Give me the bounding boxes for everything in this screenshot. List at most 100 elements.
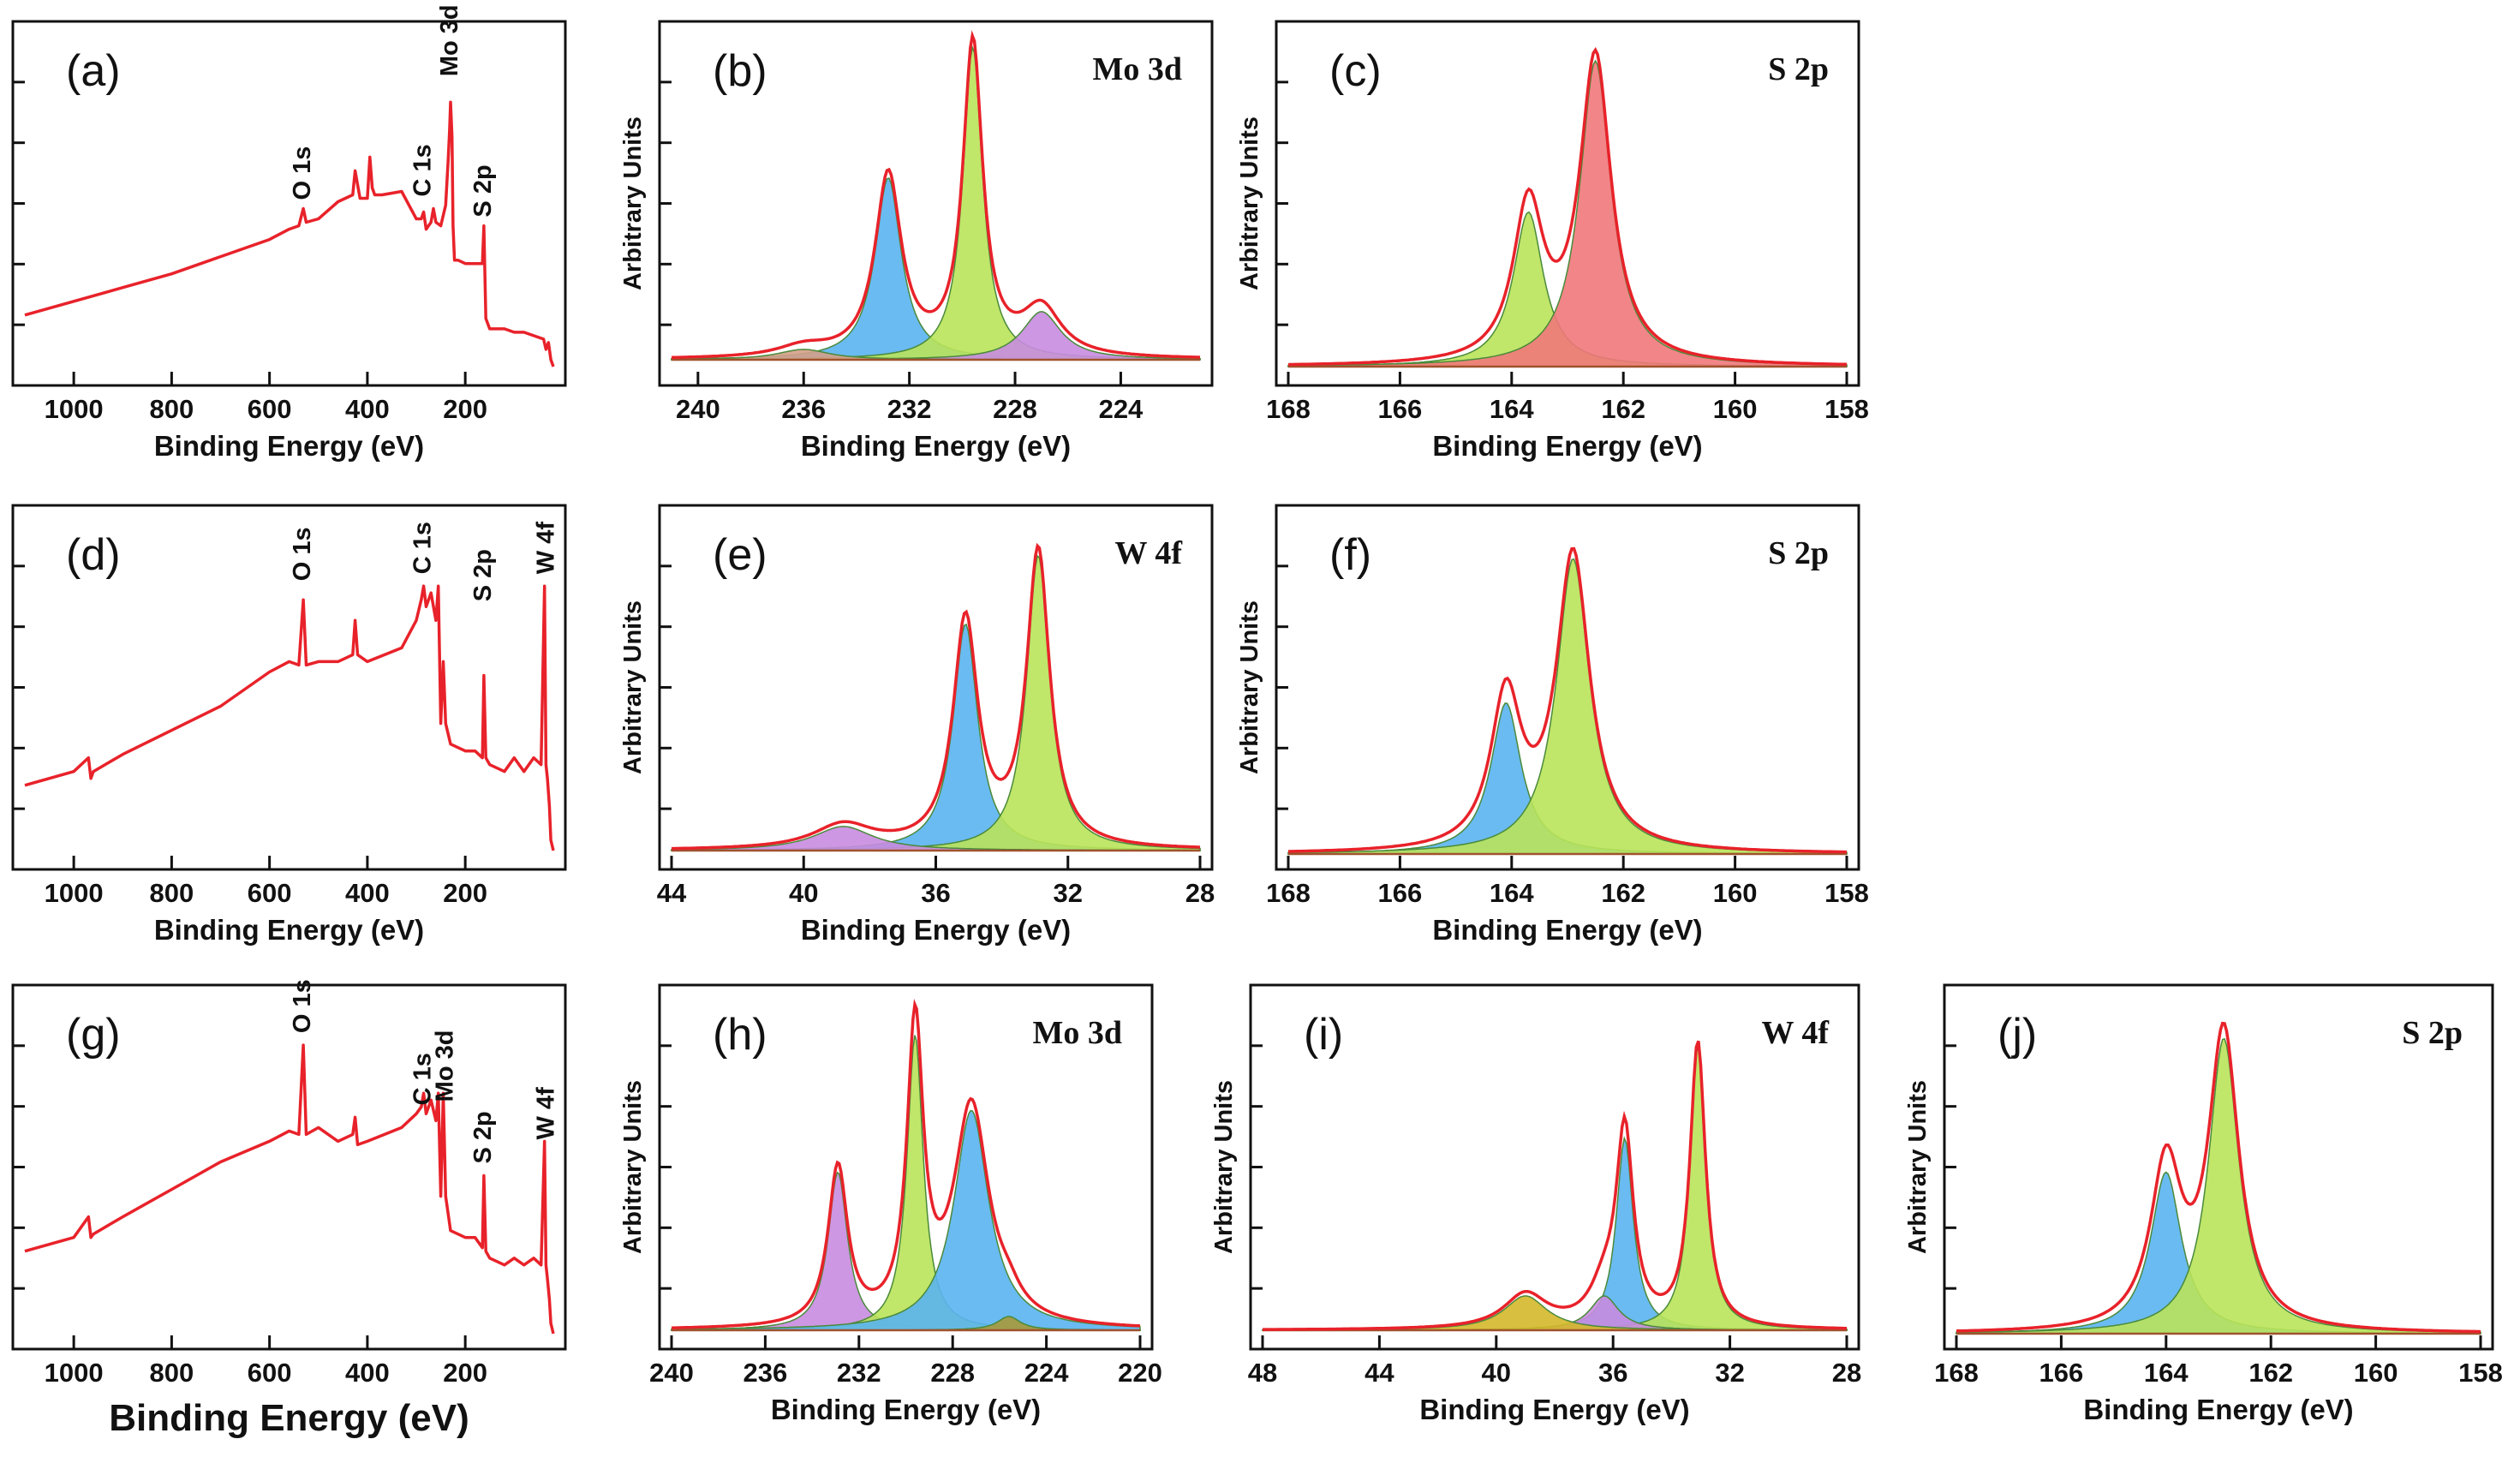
x-tick-label: 224 <box>1099 394 1144 424</box>
x-axis-title: Binding Energy (eV) <box>801 430 1071 462</box>
panel-label: (i) <box>1304 1010 1343 1060</box>
x-tick-label: 158 <box>1824 394 1869 424</box>
x-tick-label: 400 <box>345 394 390 424</box>
x-tick-label: 236 <box>743 1358 788 1388</box>
x-tick-label: 600 <box>248 394 292 424</box>
peak-label: S 2p <box>469 1111 497 1163</box>
envelope-line <box>1288 546 1847 854</box>
x-tick-label: 600 <box>248 878 292 908</box>
element-label: S 2p <box>1768 51 1829 87</box>
envelope-line <box>672 542 1201 851</box>
x-axis-title: Binding Energy (eV) <box>154 914 424 946</box>
panel-label: (h) <box>713 1010 767 1060</box>
x-tick-label: 800 <box>150 1358 194 1388</box>
y-axis-title: Arbitrary Units <box>619 116 647 290</box>
x-tick-label: 40 <box>789 878 818 908</box>
x-tick-label: 200 <box>443 394 487 424</box>
panel-label: (e) <box>713 530 767 580</box>
x-tick-label: 162 <box>1601 394 1645 424</box>
x-tick-label: 162 <box>1601 878 1645 908</box>
panel-j: 168 166 164 162 160 158 Binding Energy (eV) Arb… <box>1904 983 2503 1425</box>
element-label: Mo 3d <box>1093 51 1183 87</box>
x-tick-label: 164 <box>1490 878 1534 908</box>
fit-component-1 <box>1287 558 1848 855</box>
panel-e: 44 40 36 32 28 Binding Energy (eV) Arbitrary U… <box>619 504 1215 946</box>
panel-label: (c) <box>1329 46 1382 96</box>
x-tick-label: 240 <box>649 1358 694 1388</box>
peak-label: O 1s <box>289 146 316 200</box>
fit-component-2 <box>671 1109 1141 1331</box>
panel-label: (d) <box>66 530 121 580</box>
peak-label: Mo 3d <box>436 4 463 76</box>
y-axis-title: Arbitrary Units <box>1236 116 1263 290</box>
panel-label: (f) <box>1329 530 1371 580</box>
panel-c: 168 166 164 162 160 158 Binding Energy (eV) Arb… <box>1236 20 1869 462</box>
x-tick-label: 200 <box>443 878 487 908</box>
peak-label: C 1s <box>409 522 437 574</box>
y-axis-title: Arbitrary Units <box>1904 1080 1932 1254</box>
x-tick-label: 168 <box>1266 394 1311 424</box>
x-tick-label: 400 <box>345 1358 390 1388</box>
x-tick-label: 220 <box>1118 1358 1162 1388</box>
x-axis-title: Binding Energy (eV) <box>109 1397 469 1439</box>
x-tick-label: 168 <box>1934 1358 1979 1388</box>
panel-b: 240 236 232 228 224 Binding Energy (eV) Arbitr… <box>619 20 1214 462</box>
x-tick-label: 228 <box>930 1358 975 1388</box>
x-tick-label: 224 <box>1024 1358 1069 1388</box>
panel-label: (a) <box>66 46 121 96</box>
x-axis-title: Binding Energy (eV) <box>1432 914 1702 946</box>
series-line-survey <box>24 584 555 851</box>
element-label: Mo 3d <box>1033 1015 1123 1051</box>
y-axis-title: Arbitrary Units <box>1236 600 1263 774</box>
x-tick-label: 162 <box>2248 1358 2293 1388</box>
x-tick-label: 166 <box>1378 878 1423 908</box>
x-axis-title: Binding Energy (eV) <box>801 914 1071 946</box>
x-tick-label: 1000 <box>45 1358 104 1388</box>
x-tick-label: 36 <box>921 878 950 908</box>
peak-label: S 2p <box>469 549 497 601</box>
x-tick-label: 166 <box>1378 394 1423 424</box>
x-tick-label: 160 <box>2354 1358 2398 1388</box>
peak-label: Mo 3d <box>431 1030 458 1102</box>
x-tick-label: 36 <box>1598 1358 1627 1388</box>
fit-component-1 <box>1262 1046 1848 1331</box>
x-tick-label: 160 <box>1713 394 1758 424</box>
panel-f: 168 166 164 162 160 158 Binding Energy (eV) Arb… <box>1236 504 1869 946</box>
x-tick-label: 600 <box>248 1358 292 1388</box>
x-tick-label: 164 <box>2144 1358 2189 1388</box>
fit-component-0 <box>671 623 1201 851</box>
peak-label: W 4f <box>533 1087 560 1140</box>
x-tick-label: 1000 <box>45 394 104 424</box>
envelope-line <box>671 30 1201 360</box>
peak-label: O 1s <box>289 527 316 581</box>
x-tick-label: 44 <box>1365 1358 1394 1388</box>
x-tick-label: 158 <box>1824 878 1869 908</box>
envelope-line <box>672 998 1141 1329</box>
x-axis-title: Binding Energy (eV) <box>1419 1394 1689 1425</box>
x-tick-label: 232 <box>887 394 932 424</box>
envelope-line <box>1287 46 1847 367</box>
peak-label: C 1s <box>409 1053 437 1105</box>
x-tick-label: 400 <box>345 878 390 908</box>
y-axis-title: Arbitrary Units <box>619 1080 647 1254</box>
peak-label: W 4f <box>533 522 560 575</box>
x-tick-label: 32 <box>1715 1358 1744 1388</box>
x-tick-label: 160 <box>1713 878 1758 908</box>
x-tick-label: 44 <box>657 878 687 908</box>
x-tick-label: 158 <box>2458 1358 2503 1388</box>
x-tick-label: 164 <box>1490 394 1534 424</box>
x-tick-label: 48 <box>1248 1358 1277 1388</box>
peak-label: O 1s <box>289 979 316 1033</box>
panel-i: 48 44 40 36 32 28 Binding Energy (eV) Arbitrary… <box>1210 983 1861 1425</box>
x-axis-title: Binding Energy (eV) <box>2083 1394 2353 1425</box>
x-tick-label: 228 <box>993 394 1037 424</box>
x-tick-label: 32 <box>1054 878 1083 908</box>
panel-label: (g) <box>66 1010 121 1060</box>
x-tick-label: 232 <box>837 1358 881 1388</box>
x-axis-title: Binding Energy (eV) <box>1432 430 1702 462</box>
x-tick-label: 40 <box>1482 1358 1511 1388</box>
